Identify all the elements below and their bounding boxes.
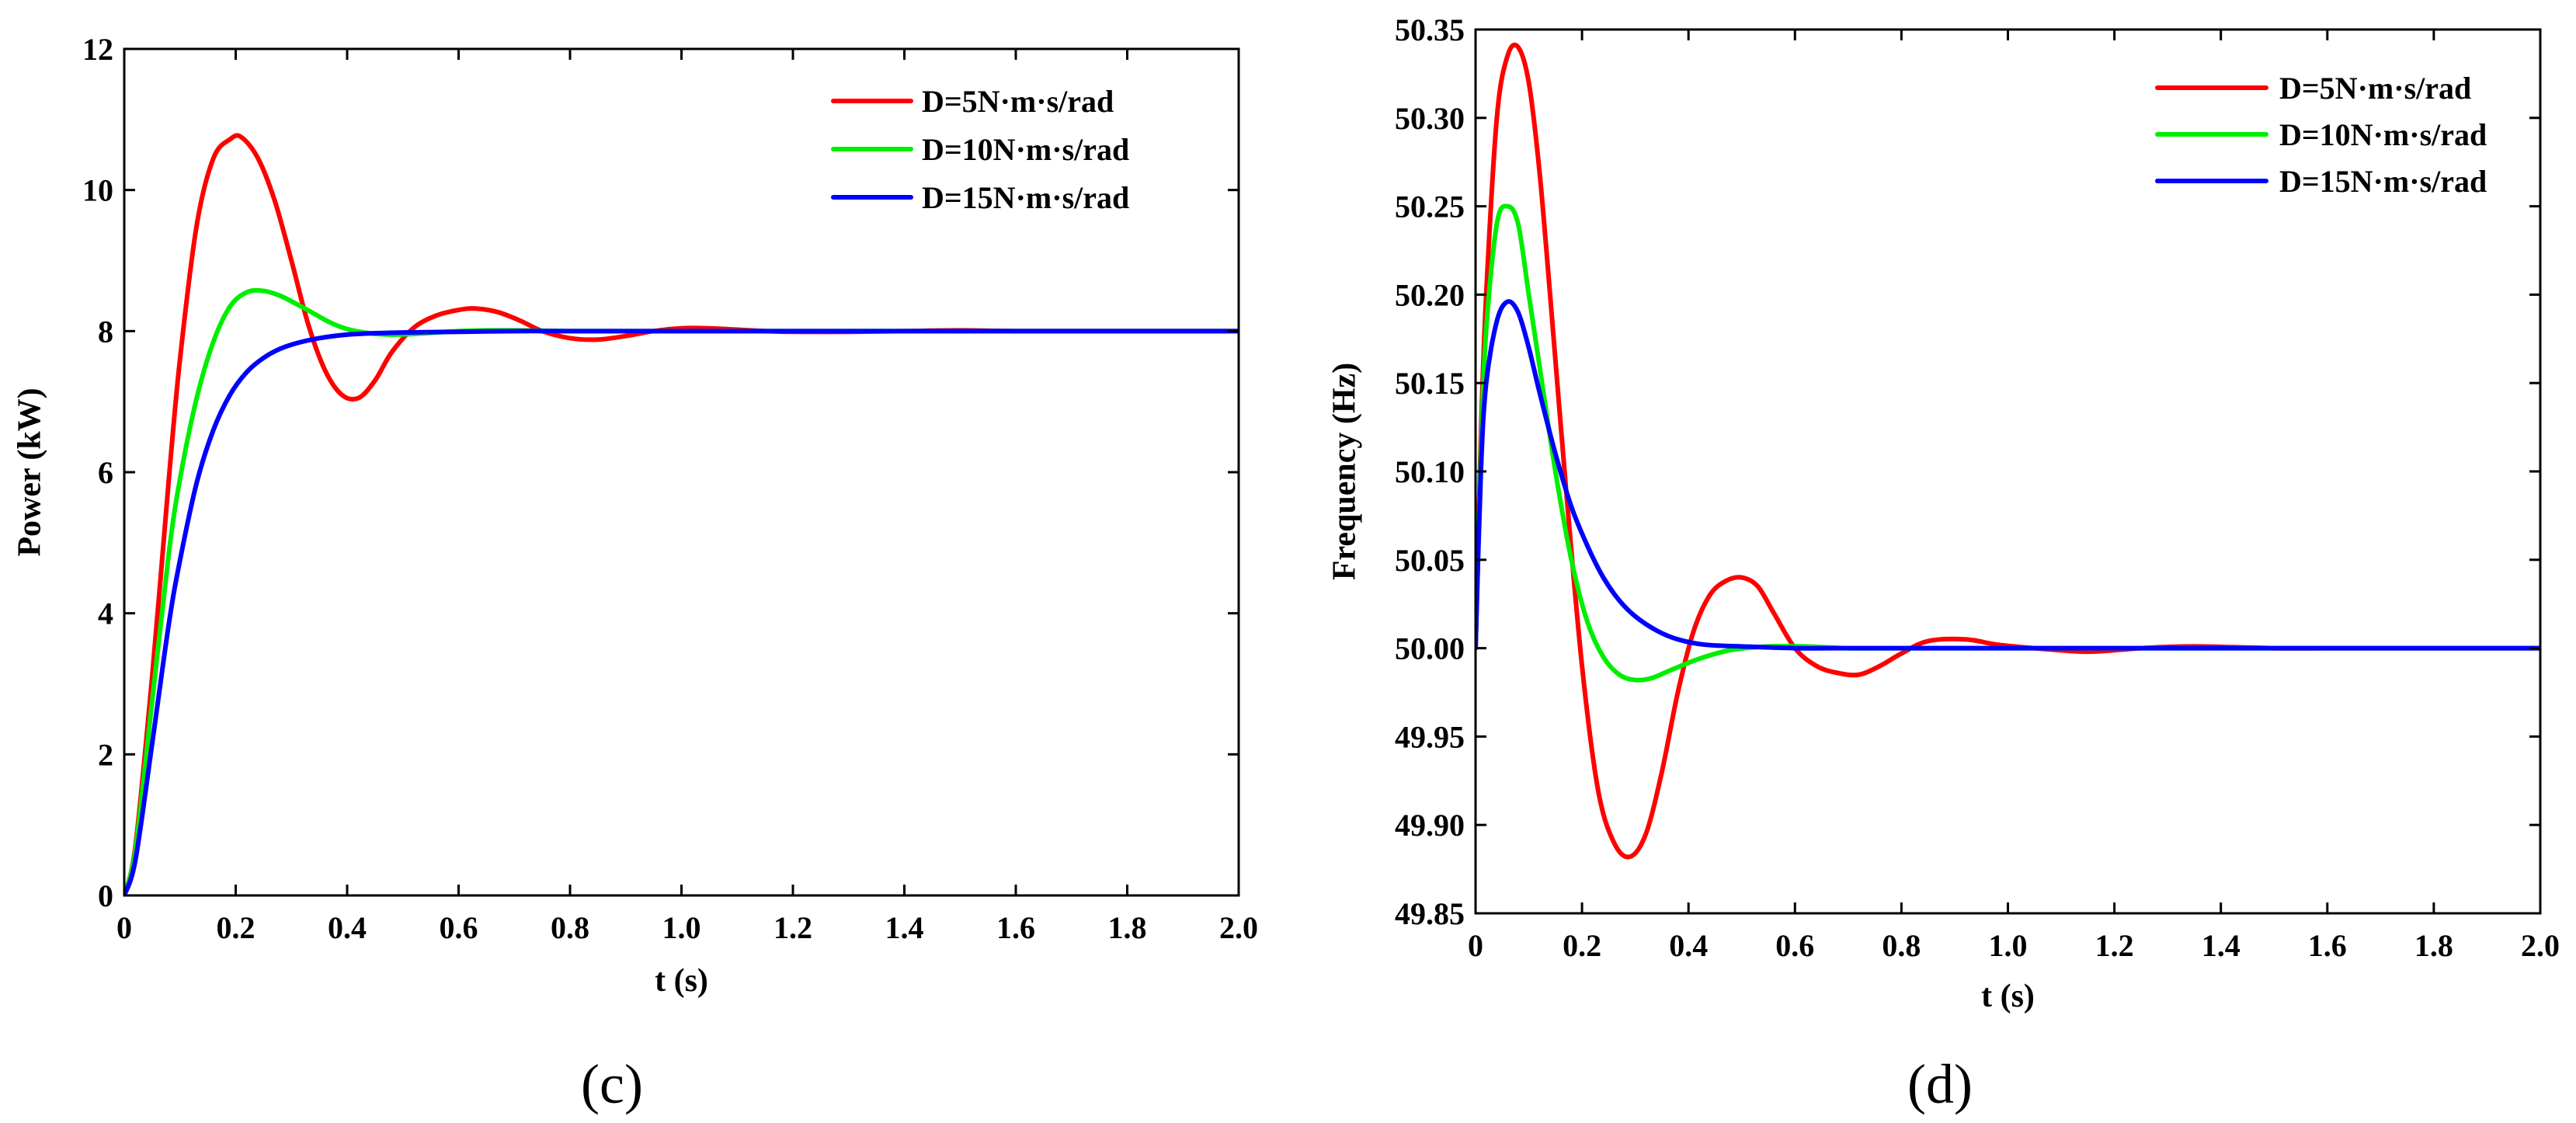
power-chart-x-tick-label: 0 (116, 910, 132, 945)
power-chart-y-tick-label: 2 (98, 737, 113, 772)
power-chart-x-tick-label: 0.4 (328, 910, 367, 945)
power-chart: 0 0.2 0.4 0.6 0.8 1.0 1.2 1.4 1.6 1.8 2.0 0 2 4 6 8 10 12… (12, 32, 1258, 1115)
frequency-chart-y-tick-label: 50.05 (1395, 543, 1465, 578)
frequency-chart-y-axis-label: Frequency (Hz) (1327, 363, 1363, 580)
frequency-chart-y-tick-label: 50.25 (1395, 189, 1465, 224)
power-chart-x-axis-label: t (s) (655, 963, 708, 999)
power-chart-series-line-2 (124, 287, 1239, 895)
frequency-chart: 0 0.2 0.4 0.6 0.8 1.0 1.2 1.4 1.6 1.8 2.0 49.85 49.9… (1327, 12, 2560, 1115)
frequency-chart-legend: D=5N·m·s/rad D=10N·m·s/rad D=15N·m·s/rad (2155, 71, 2487, 199)
power-chart-legend-label-1: D=5N·m·s/rad (922, 84, 1114, 119)
frequency-chart-curves (1476, 42, 2540, 860)
power-chart-curves (124, 133, 1239, 895)
frequency-chart-y-tick-label: 50.15 (1395, 366, 1465, 401)
power-chart-frame (123, 47, 1240, 897)
power-chart-x-tick-label: 2.0 (1219, 910, 1258, 945)
power-chart-panel-label: (c) (581, 1053, 643, 1115)
frequency-chart-ticks: 0 0.2 0.4 0.6 0.8 1.0 1.2 1.4 1.6 1.8 2.0 49.85 49.9… (1395, 12, 2560, 963)
power-chart-x-tick-label: 1.8 (1108, 910, 1147, 945)
power-chart-x-tick-label: 0.6 (440, 910, 478, 945)
power-chart-x-tick-label: 0.2 (217, 910, 256, 945)
frequency-chart-panel-label: (d) (1907, 1053, 1973, 1115)
frequency-chart-x-tick-label: 1.6 (2308, 928, 2347, 963)
frequency-chart-y-tick-label: 50.00 (1395, 631, 1465, 666)
power-chart-y-tick-label: 10 (82, 173, 113, 208)
frequency-chart-x-tick-label: 1.2 (2095, 928, 2134, 963)
power-chart-x-tick-label: 1.4 (885, 910, 924, 945)
frequency-chart-frame (1474, 28, 2542, 915)
power-chart-y-tick-label: 8 (98, 314, 113, 349)
power-chart-x-tick-label: 1.2 (773, 910, 812, 945)
frequency-chart-x-tick-label: 0.4 (1669, 928, 1708, 963)
frequency-chart-y-tick-label: 50.35 (1395, 12, 1465, 47)
frequency-chart-y-tick-label: 49.90 (1395, 808, 1465, 843)
power-chart-series-line-1 (124, 133, 1239, 895)
frequency-chart-y-tick-label: 49.85 (1395, 896, 1465, 931)
frequency-chart-y-tick-label: 50.20 (1395, 277, 1465, 312)
frequency-chart-legend-label-2: D=10N·m·s/rad (2279, 117, 2487, 152)
power-chart-y-tick-label: 12 (82, 32, 113, 67)
frequency-chart-legend-label-1: D=5N·m·s/rad (2279, 71, 2471, 106)
frequency-chart-x-tick-label: 1.8 (2414, 928, 2453, 963)
frequency-chart-legend-label-3: D=15N·m·s/rad (2279, 164, 2487, 199)
power-chart-legend: D=5N·m·s/rad D=10N·m·s/rad D=15N·m·s/rad (831, 84, 1129, 215)
power-chart-x-tick-label: 1.0 (662, 910, 701, 945)
frequency-chart-series-line-2 (1476, 203, 2540, 683)
frequency-chart-x-axis-label: t (s) (1981, 979, 2035, 1014)
power-chart-y-tick-label: 6 (98, 455, 113, 490)
frequency-chart-x-tick-label: 0.8 (1882, 928, 1921, 963)
frequency-chart-series-line-3 (1476, 299, 2540, 651)
frequency-chart-series-line-1 (1476, 42, 2540, 860)
frequency-chart-x-tick-label: 0.6 (1775, 928, 1814, 963)
frequency-chart-x-tick-label: 2.0 (2521, 928, 2560, 963)
power-chart-legend-label-2: D=10N·m·s/rad (922, 132, 1129, 167)
power-chart-y-tick-label: 4 (98, 596, 113, 631)
frequency-chart-x-tick-label: 1.4 (2202, 928, 2241, 963)
power-chart-x-tick-label: 1.6 (996, 910, 1035, 945)
frequency-chart-y-tick-label: 50.10 (1395, 454, 1465, 489)
power-chart-y-axis-label: Power (kW) (12, 388, 48, 556)
frequency-chart-x-tick-label: 0.2 (1563, 928, 1601, 963)
power-chart-series-line-3 (124, 329, 1239, 895)
frequency-chart-y-tick-label: 50.30 (1395, 101, 1465, 136)
power-chart-legend-label-3: D=15N·m·s/rad (922, 180, 1129, 215)
frequency-chart-x-tick-label: 1.0 (1989, 928, 2028, 963)
power-chart-ticks: 0 0.2 0.4 0.6 0.8 1.0 1.2 1.4 1.6 1.8 2.0 0 2 4 6 8 10 12 (82, 32, 1258, 945)
power-chart-y-tick-label: 0 (98, 878, 113, 913)
frequency-chart-x-tick-label: 0 (1468, 928, 1483, 963)
frequency-chart-y-tick-label: 49.95 (1395, 719, 1465, 754)
power-chart-x-tick-label: 0.8 (551, 910, 589, 945)
